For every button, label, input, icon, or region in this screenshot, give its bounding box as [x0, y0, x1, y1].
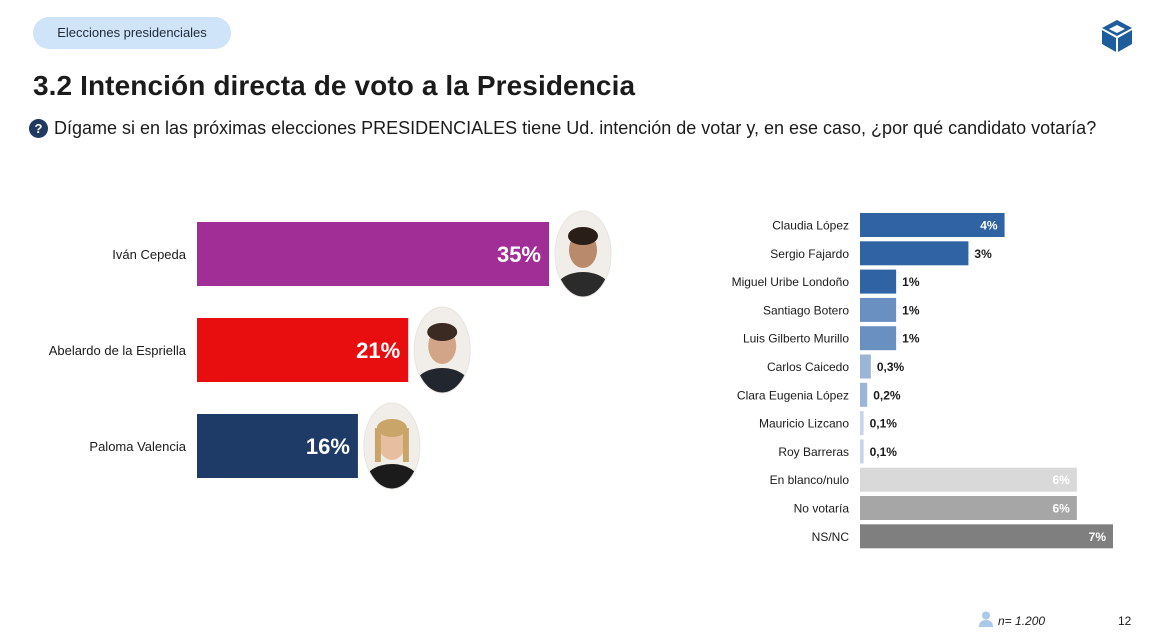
- data-label-other-8: 0,1%: [870, 445, 898, 459]
- main-candidates-bar-chart: Iván Cepeda 35% Abelardo de la Espriella 21…: [49, 210, 612, 490]
- page-title: 3.2 Intención directa de voto a la Presi…: [33, 70, 636, 101]
- person-icon: [979, 611, 993, 627]
- category-label-other-2: Miguel Uribe Londoño: [732, 275, 850, 289]
- data-label-other-6: 0,2%: [873, 388, 901, 402]
- data-label-other-4: 1%: [902, 332, 920, 346]
- survey-question: Dígame si en las próximas elecciones PRE…: [54, 118, 1097, 138]
- category-label-other-0: Claudia López: [772, 219, 849, 233]
- question-icon: ?: [29, 119, 48, 138]
- bar-other-2: [860, 269, 897, 294]
- data-label-other-0: 4%: [980, 219, 998, 233]
- bar-main-1: [197, 318, 409, 382]
- bar-other-8: [860, 439, 864, 464]
- bar-other-4: [860, 326, 897, 351]
- bar-main-2: [197, 414, 358, 478]
- data-label-other-3: 1%: [902, 303, 920, 317]
- bar-other-6: [860, 382, 868, 407]
- data-label-other-7: 0,1%: [870, 417, 898, 431]
- bar-other-11: [860, 524, 1113, 549]
- category-label-main-2: Paloma Valencia: [89, 439, 186, 454]
- data-label-other-5: 0,3%: [877, 360, 905, 374]
- category-label-other-1: Sergio Fajardo: [770, 247, 849, 261]
- data-label-other-1: 3%: [974, 247, 992, 261]
- data-label-main-1: 21%: [356, 338, 400, 363]
- data-label-other-11: 7%: [1089, 530, 1107, 544]
- data-label-main-0: 35%: [497, 242, 541, 267]
- bar-other-1: [860, 241, 969, 266]
- category-label-main-1: Abelardo de la Espriella: [49, 343, 187, 358]
- candidate-photo-0: [554, 210, 612, 298]
- bar-other-9: [860, 467, 1077, 492]
- category-label-main-0: Iván Cepeda: [112, 247, 186, 262]
- data-label-other-9: 6%: [1053, 473, 1071, 487]
- category-label-other-6: Clara Eugenia López: [737, 388, 849, 402]
- category-label-other-8: Roy Barreras: [778, 445, 849, 459]
- section-pill: Elecciones presidenciales: [33, 17, 231, 49]
- candidate-photo-1: [413, 306, 471, 394]
- bar-other-3: [860, 297, 897, 322]
- bar-other-7: [860, 411, 864, 436]
- brand-cube-logo: [1102, 20, 1132, 52]
- category-label-other-10: No votaría: [794, 502, 850, 516]
- category-label-other-4: Luis Gilberto Murillo: [743, 332, 849, 346]
- category-label-other-3: Santiago Botero: [763, 303, 849, 317]
- data-label-main-2: 16%: [306, 434, 350, 459]
- bar-main-0: [197, 222, 549, 286]
- page-number: 12: [1118, 614, 1132, 628]
- data-label-other-10: 6%: [1053, 502, 1071, 516]
- category-label-other-9: En blanco/nulo: [770, 473, 850, 487]
- category-label-other-5: Carlos Caicedo: [767, 360, 849, 374]
- other-candidates-bar-chart: Claudia López 4% Sergio Fajardo 3% Miguel Ur…: [732, 213, 1113, 549]
- category-label-other-7: Mauricio Lizcano: [759, 417, 849, 431]
- bar-other-10: [860, 496, 1077, 520]
- candidate-photo-2: [363, 402, 421, 490]
- sample-size: n= 1.200: [998, 614, 1046, 628]
- bar-other-0: [860, 213, 1005, 237]
- data-label-other-2: 1%: [902, 275, 920, 289]
- category-label-other-11: NS/NC: [812, 530, 850, 544]
- bar-other-5: [860, 354, 871, 379]
